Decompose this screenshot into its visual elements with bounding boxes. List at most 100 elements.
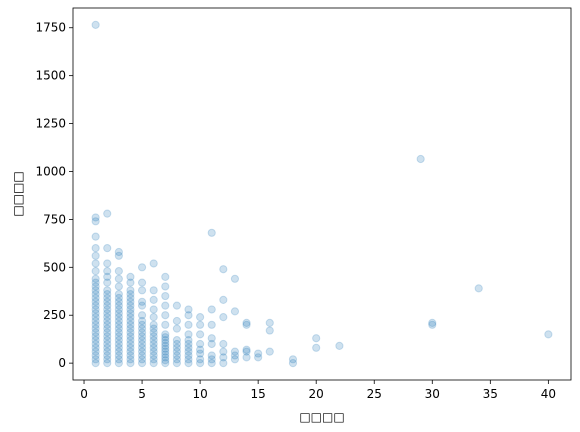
point bbox=[219, 339, 228, 349]
point bbox=[161, 330, 170, 339]
point bbox=[114, 293, 123, 303]
point bbox=[137, 343, 147, 352]
point bbox=[114, 324, 123, 333]
point bbox=[161, 272, 170, 281]
x-tick-label: 25 bbox=[367, 387, 382, 401]
point bbox=[137, 316, 147, 326]
x-tick-label: 20 bbox=[309, 387, 324, 401]
point bbox=[161, 341, 170, 350]
point bbox=[103, 209, 112, 218]
point bbox=[114, 290, 123, 299]
point bbox=[114, 274, 123, 283]
point bbox=[219, 295, 228, 304]
point bbox=[114, 336, 123, 345]
point bbox=[137, 328, 147, 337]
point bbox=[219, 353, 228, 362]
point bbox=[91, 290, 100, 299]
y-tick-label: 250 bbox=[43, 308, 66, 322]
point bbox=[126, 297, 135, 306]
point bbox=[161, 338, 170, 348]
point bbox=[91, 332, 100, 341]
point bbox=[126, 278, 135, 287]
point bbox=[103, 309, 112, 318]
point bbox=[91, 343, 100, 352]
point bbox=[207, 355, 216, 364]
point bbox=[137, 278, 147, 287]
point bbox=[103, 290, 112, 299]
point bbox=[103, 313, 112, 322]
point bbox=[474, 284, 483, 293]
point bbox=[126, 293, 135, 303]
point bbox=[103, 293, 112, 303]
point bbox=[184, 305, 193, 314]
point bbox=[126, 301, 135, 310]
point bbox=[126, 320, 135, 329]
point bbox=[149, 347, 158, 356]
point bbox=[207, 305, 216, 314]
point bbox=[161, 350, 170, 359]
point bbox=[91, 259, 100, 268]
point bbox=[126, 324, 135, 333]
point bbox=[149, 305, 158, 314]
point bbox=[137, 332, 147, 341]
point bbox=[103, 259, 112, 268]
point bbox=[172, 347, 181, 356]
point bbox=[126, 305, 135, 314]
point bbox=[103, 343, 112, 352]
point bbox=[207, 228, 216, 237]
point bbox=[103, 347, 112, 356]
x-tick-label: 30 bbox=[425, 387, 440, 401]
point bbox=[161, 282, 170, 291]
point bbox=[137, 339, 147, 349]
point bbox=[161, 356, 170, 365]
point bbox=[126, 359, 135, 368]
point bbox=[172, 316, 181, 326]
point bbox=[242, 318, 251, 327]
point bbox=[91, 359, 100, 368]
point bbox=[207, 351, 216, 360]
point bbox=[161, 333, 170, 342]
point bbox=[103, 332, 112, 341]
point bbox=[114, 351, 123, 360]
point bbox=[103, 297, 112, 306]
point bbox=[91, 339, 100, 349]
y-tick-label: 750 bbox=[43, 212, 66, 226]
point bbox=[126, 343, 135, 352]
point bbox=[230, 307, 240, 316]
point bbox=[126, 339, 135, 349]
point bbox=[103, 351, 112, 360]
point bbox=[103, 355, 112, 364]
point bbox=[91, 301, 100, 310]
y-axis-label: □□□□ bbox=[11, 171, 25, 216]
point bbox=[196, 355, 205, 364]
plot-frame bbox=[72, 7, 572, 381]
x-tick-label: 10 bbox=[192, 387, 207, 401]
point bbox=[149, 295, 158, 304]
point bbox=[114, 297, 123, 306]
point bbox=[335, 341, 344, 350]
y-tick-label: 1000 bbox=[35, 164, 66, 178]
y-tick-label: 0 bbox=[58, 356, 66, 370]
x-tick-label: 35 bbox=[483, 387, 498, 401]
point bbox=[544, 330, 553, 339]
point bbox=[114, 355, 123, 364]
point bbox=[103, 359, 112, 368]
point bbox=[91, 347, 100, 356]
point bbox=[149, 324, 158, 333]
point bbox=[184, 330, 193, 339]
point bbox=[196, 349, 205, 358]
point bbox=[149, 259, 158, 268]
point bbox=[161, 301, 170, 310]
point bbox=[103, 301, 112, 310]
point bbox=[91, 324, 100, 333]
point bbox=[91, 351, 100, 360]
point bbox=[103, 305, 112, 314]
point bbox=[126, 272, 135, 281]
point bbox=[114, 309, 123, 318]
point bbox=[114, 332, 123, 341]
point bbox=[91, 20, 100, 29]
point bbox=[242, 347, 251, 356]
point bbox=[219, 265, 228, 274]
